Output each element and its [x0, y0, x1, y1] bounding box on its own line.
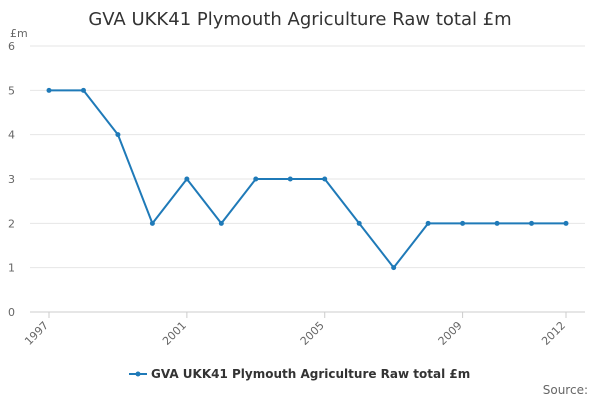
source-label: Source: — [543, 383, 588, 397]
y-tick-label: 4 — [8, 129, 15, 142]
data-point[interactable] — [115, 132, 121, 138]
grid-lines — [30, 45, 585, 313]
data-point[interactable] — [80, 87, 86, 93]
data-point[interactable] — [356, 220, 362, 226]
legend-label: GVA UKK41 Plymouth Agriculture Raw total… — [151, 367, 470, 381]
y-axis-ticks: 0 1 2 3 4 5 6 — [8, 40, 15, 319]
y-axis-unit-label: £m — [10, 27, 28, 40]
data-point[interactable] — [322, 176, 328, 182]
data-point[interactable] — [149, 220, 155, 226]
y-tick-label: 0 — [8, 306, 15, 319]
data-point[interactable] — [529, 220, 535, 226]
legend[interactable]: GVA UKK41 Plymouth Agriculture Raw total… — [129, 367, 470, 381]
x-axis-ticks: 1997 2001 2005 2009 2012 — [22, 312, 568, 348]
x-tick-label: 2012 — [539, 319, 568, 348]
y-tick-label: 1 — [8, 262, 15, 275]
y-tick-label: 2 — [8, 217, 15, 230]
y-tick-label: 5 — [8, 84, 15, 97]
x-tick-label: 2005 — [298, 319, 327, 348]
chart-title: GVA UKK41 Plymouth Agriculture Raw total… — [88, 9, 511, 30]
data-point[interactable] — [425, 220, 431, 226]
data-point[interactable] — [460, 220, 466, 226]
data-point[interactable] — [287, 176, 293, 182]
data-point[interactable] — [184, 176, 190, 182]
data-point[interactable] — [46, 87, 52, 93]
data-point[interactable] — [253, 176, 259, 182]
data-point[interactable] — [218, 220, 224, 226]
legend-marker-swatch — [135, 371, 141, 377]
y-tick-label: 3 — [8, 173, 15, 186]
data-point[interactable] — [391, 265, 397, 271]
x-tick-label: 2009 — [436, 319, 465, 348]
series-layer — [46, 87, 569, 271]
data-point[interactable] — [494, 220, 500, 226]
x-tick-label: 1997 — [22, 319, 51, 348]
data-point[interactable] — [563, 220, 569, 226]
series-line — [49, 89, 566, 269]
y-tick-label: 6 — [8, 40, 15, 53]
x-tick-label: 2001 — [160, 319, 189, 348]
